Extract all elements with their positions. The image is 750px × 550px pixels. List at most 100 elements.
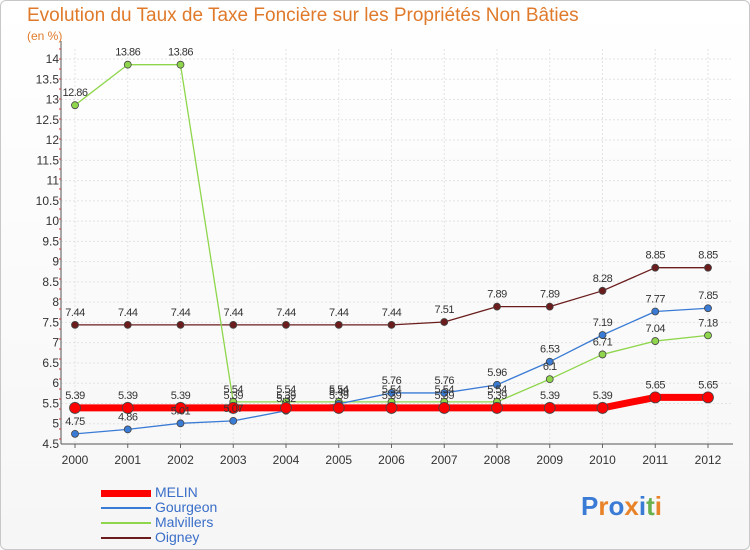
y-tick-label: 9.5 <box>42 234 59 248</box>
y-tick-label: 14 <box>46 52 60 66</box>
data-label-oigney: 8.28 <box>593 273 613 285</box>
point-gourgeon <box>229 416 238 425</box>
data-label-melin: 5.65 <box>646 379 666 391</box>
legend-swatch <box>101 522 151 524</box>
data-label-oigney: 7.44 <box>65 307 85 319</box>
data-label-malvillers: 6.1 <box>543 361 557 373</box>
x-tick-label: 2006 <box>378 453 405 467</box>
point-oigney <box>229 320 238 329</box>
point-gourgeon <box>493 380 501 389</box>
x-tick-label: 2001 <box>114 453 141 467</box>
y-tick-label: 10 <box>46 214 60 228</box>
data-label-malvillers: 5.54 <box>382 384 402 396</box>
point-oigney <box>282 320 290 329</box>
point-oigney <box>493 302 501 311</box>
point-oigney <box>545 302 554 311</box>
x-tick-label: 2000 <box>62 453 89 467</box>
data-label-malvillers: 6.71 <box>593 336 613 348</box>
axes: 4.5 5 5.5 6 6.5 7 7.5 8 8.5 9 9.5 10 10.5 11 11.5 12 12.… <box>36 41 733 467</box>
logo-letter: t <box>646 491 655 521</box>
data-label-gourgeon: 5.76 <box>382 375 402 387</box>
data-label-oigney: 7.44 <box>329 307 349 319</box>
data-label-malvillers: 5.54 <box>224 384 244 396</box>
legend-swatch <box>101 537 151 539</box>
y-tick-label: 6 <box>52 376 59 390</box>
data-label-oigney: 7.44 <box>276 307 296 319</box>
point-melin <box>69 402 81 414</box>
x-tick-label: 2005 <box>325 453 352 467</box>
y-tick-label: 5 <box>52 417 59 431</box>
y-tick-label: 13.5 <box>36 72 60 86</box>
x-tick-label: 2004 <box>273 453 300 467</box>
data-label-malvillers: 12.86 <box>62 87 87 99</box>
point-malvillers <box>123 60 132 69</box>
data-label-malvillers: 13.86 <box>168 47 193 59</box>
point-gourgeon <box>440 389 449 397</box>
point-gourgeon <box>598 331 607 339</box>
point-oigney <box>598 286 607 295</box>
legend-label: Malvillers <box>155 514 214 530</box>
point-melin <box>438 402 451 414</box>
data-label-oigney: 7.44 <box>382 307 402 319</box>
y-tick-label: 12 <box>46 133 60 147</box>
x-tick-label: 2010 <box>589 453 616 467</box>
data-label-oigney: 7.89 <box>540 289 560 301</box>
data-label-malvillers: 7.04 <box>646 323 666 335</box>
point-gourgeon <box>71 429 79 438</box>
data-label-gourgeon: 5.49 <box>329 386 349 398</box>
point-oigney <box>440 318 449 326</box>
point-melin <box>121 402 134 414</box>
data-label-gourgeon: 7.85 <box>698 290 718 302</box>
legend-label: MELIN <box>155 484 198 500</box>
y-tick-label: 7.5 <box>42 315 59 329</box>
data-label-oigney: 7.44 <box>224 307 244 319</box>
point-malvillers <box>71 101 79 110</box>
point-melin <box>280 402 292 414</box>
point-melin <box>227 402 240 414</box>
data-label-oigney: 7.44 <box>118 307 138 319</box>
series-lines <box>69 60 714 438</box>
point-melin <box>596 402 609 414</box>
data-label-melin: 5.39 <box>224 390 244 402</box>
logo-letter: x <box>624 491 639 521</box>
data-label-gourgeon: 4.86 <box>118 411 138 423</box>
y-tick-label: 8 <box>52 295 59 309</box>
y-tick-label: 12.5 <box>36 113 60 127</box>
data-label-gourgeon: 7.77 <box>646 293 666 305</box>
point-melin <box>385 402 398 414</box>
data-label-melin: 5.39 <box>65 390 85 402</box>
x-tick-label: 2008 <box>484 453 511 467</box>
y-tick-label: 9 <box>52 255 59 269</box>
point-oigney <box>704 263 712 272</box>
data-label-gourgeon: 7.19 <box>593 317 613 329</box>
x-tick-label: 2003 <box>220 453 247 467</box>
data-label-melin: 5.39 <box>276 390 296 402</box>
point-malvillers <box>176 60 185 69</box>
y-tick-label: 11 <box>47 174 60 188</box>
point-melin <box>491 402 503 414</box>
data-label-gourgeon: 6.53 <box>540 344 560 356</box>
data-label-malvillers: 5.54 <box>329 384 349 396</box>
data-label-melin: 5.65 <box>698 379 718 391</box>
data-label-melin: 5.39 <box>540 390 560 402</box>
point-malvillers <box>704 331 712 340</box>
point-oigney <box>651 263 660 272</box>
data-label-oigney: 8.85 <box>646 250 666 262</box>
data-label-gourgeon: 4.75 <box>65 416 85 428</box>
grid-lines <box>61 49 733 445</box>
logo-letter: r <box>598 491 609 521</box>
data-label-malvillers: 13.86 <box>115 47 140 59</box>
data-label-gourgeon: 5.32 <box>276 393 296 405</box>
y-tick-label: 6.5 <box>42 356 59 370</box>
point-melin <box>543 402 556 414</box>
logo-letter: i <box>638 491 647 521</box>
data-label-gourgeon: 5.76 <box>435 375 455 387</box>
data-label-gourgeon: 5.96 <box>487 367 507 379</box>
point-gourgeon <box>651 307 660 316</box>
unit-label: (en %) <box>27 29 63 43</box>
point-oigney <box>334 320 343 329</box>
data-label-melin: 5.39 <box>435 390 455 402</box>
y-tick-label: 7 <box>52 336 59 350</box>
logo-letter: P <box>581 491 599 521</box>
